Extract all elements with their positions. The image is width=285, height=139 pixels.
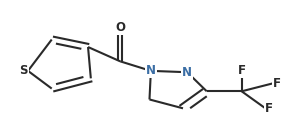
- Text: F: F: [273, 77, 281, 90]
- Text: N: N: [182, 66, 192, 79]
- Text: N: N: [146, 64, 156, 77]
- Text: F: F: [265, 102, 273, 115]
- Text: S: S: [20, 64, 28, 77]
- Text: O: O: [115, 21, 125, 34]
- Text: F: F: [238, 64, 246, 77]
